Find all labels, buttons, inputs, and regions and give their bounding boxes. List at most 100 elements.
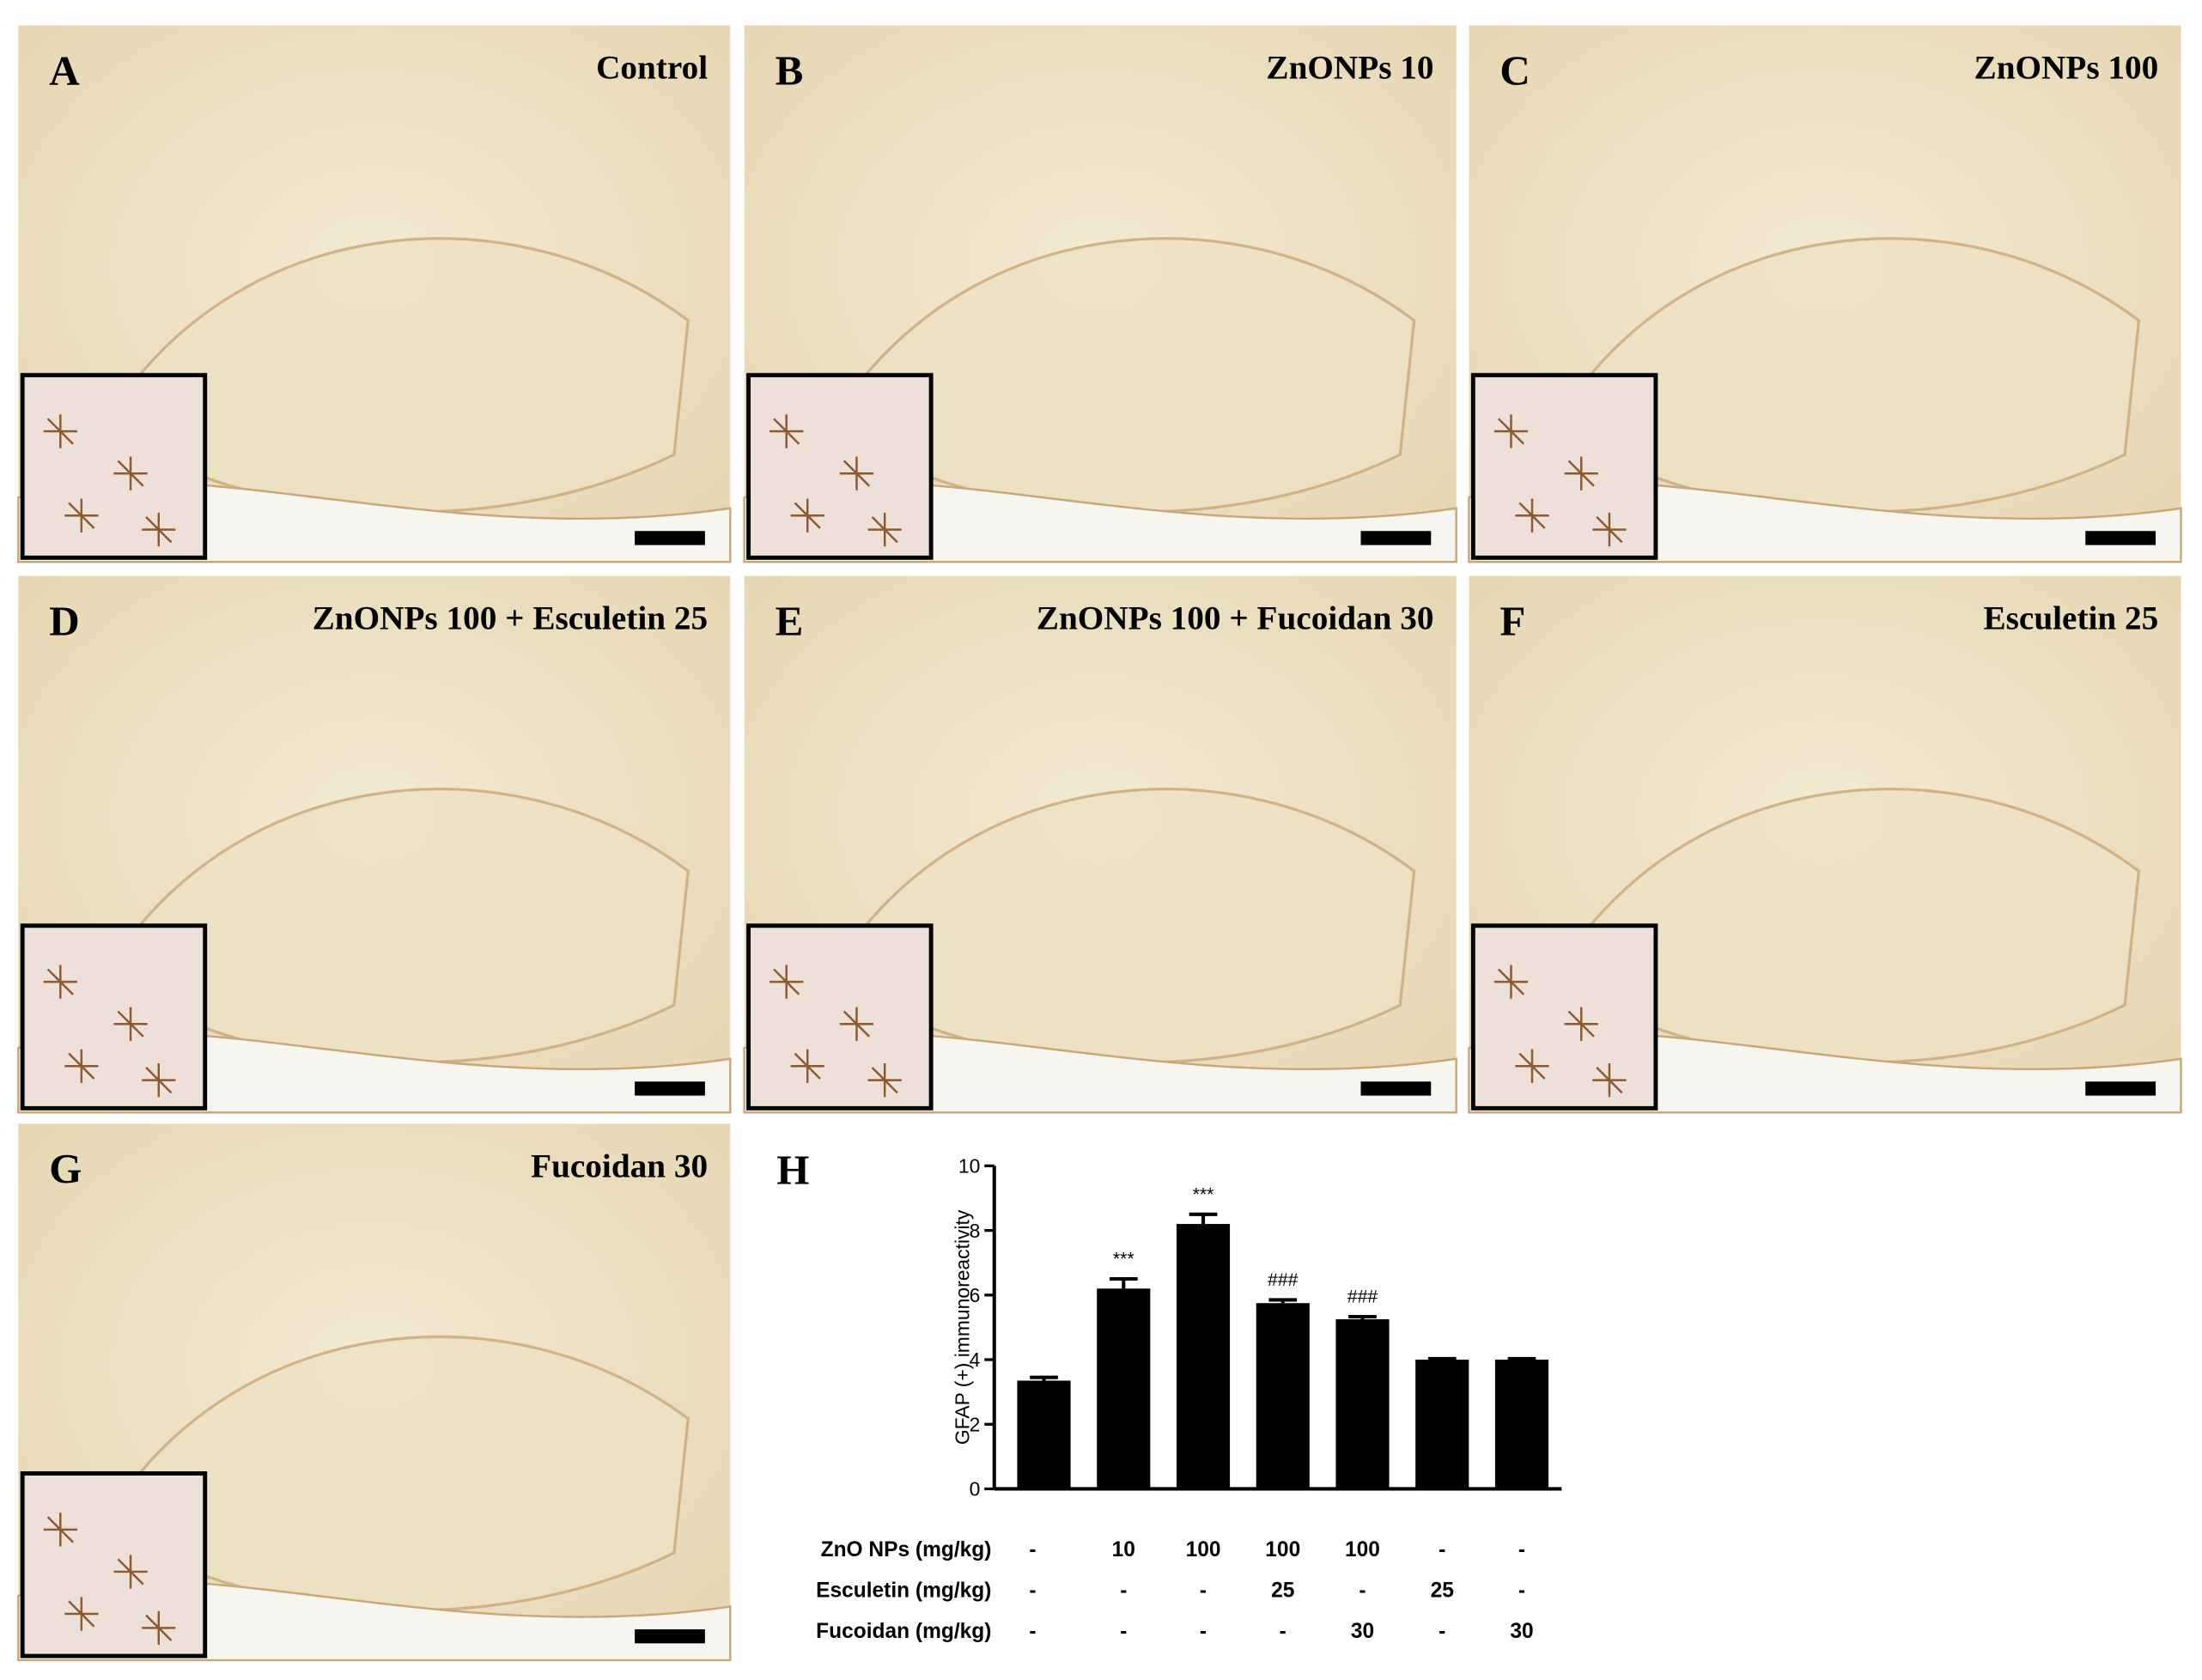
table-cell: 25: [1271, 1579, 1294, 1602]
panel-label: ZnONPs 100 + Esculetin 25: [313, 600, 709, 637]
panel-letter: F: [1499, 597, 1525, 644]
significance-mark: ###: [1347, 1287, 1378, 1307]
table-cell: -: [1029, 1620, 1036, 1643]
table-cell: -: [1359, 1579, 1366, 1602]
panel-label: Control: [596, 50, 708, 87]
table-cell: -: [1120, 1620, 1127, 1643]
table-cell: 30: [1351, 1620, 1374, 1643]
micrograph-panel: C ZnONPs 100: [1468, 25, 2182, 563]
astrocyte: [64, 1049, 99, 1083]
panel-letter: E: [776, 597, 804, 644]
panel-label: ZnONPs 10: [1266, 50, 1433, 87]
astrocyte: [867, 512, 902, 547]
astrocyte: [1592, 1062, 1627, 1098]
astrocyte: [790, 1049, 824, 1083]
significance-mark: ###: [1268, 1269, 1299, 1290]
bar: [1097, 1288, 1151, 1489]
y-tick-label: 6: [970, 1284, 981, 1306]
astrocyte: [839, 456, 874, 490]
table-cell: -: [1029, 1579, 1036, 1602]
inset: [20, 373, 208, 560]
inset: [1470, 923, 1658, 1111]
astrocyte: [1493, 414, 1529, 448]
table-cell: 100: [1186, 1538, 1221, 1561]
bar: [1335, 1319, 1390, 1489]
panel-label: ZnONPs 100: [1974, 50, 2159, 87]
bar: [1017, 1380, 1071, 1489]
astrocyte: [43, 1513, 77, 1547]
panel-label: ZnONPs 100 + Fucoidan 30: [1037, 600, 1434, 637]
astrocyte: [790, 498, 824, 533]
table-cell: -: [1518, 1579, 1525, 1602]
astrocyte: [113, 456, 148, 490]
bar: [1176, 1224, 1231, 1489]
table-cell: -: [1439, 1538, 1445, 1561]
scale-bar: [2085, 531, 2156, 545]
row-label: Fucoidan (mg/kg): [816, 1620, 991, 1643]
panel-letter: G: [49, 1145, 82, 1192]
scale-bar: [1360, 1081, 1432, 1096]
astrocyte: [113, 1555, 148, 1589]
astrocyte: [867, 1062, 902, 1098]
astrocyte: [1564, 456, 1598, 490]
astrocyte: [1592, 512, 1627, 547]
micrograph-panel: F Esculetin 25: [1468, 575, 2182, 1114]
scale-bar: [2085, 1081, 2156, 1096]
inset: [746, 923, 934, 1111]
scale-bar: [635, 1628, 705, 1644]
y-tick-label: 0: [970, 1478, 981, 1500]
significance-mark: ***: [1193, 1184, 1214, 1204]
micrograph-panel: B ZnONPs 10: [743, 25, 1457, 563]
table-cell: -: [1120, 1579, 1127, 1602]
y-tick-label: 8: [970, 1220, 981, 1242]
y-tick-label: 2: [970, 1413, 981, 1435]
micrograph-panel: E ZnONPs 100 + Fucoidan 30: [743, 575, 1457, 1114]
row-label: Esculetin (mg/kg): [816, 1579, 991, 1602]
inset: [20, 923, 208, 1111]
astrocyte: [43, 965, 77, 999]
table-cell: -: [1280, 1620, 1287, 1643]
micrograph-panel: G Fucoidan 30: [17, 1123, 732, 1662]
astrocyte: [1515, 498, 1549, 533]
astrocyte: [1515, 1049, 1549, 1083]
astrocyte: [113, 1007, 148, 1041]
table-cell: -: [1518, 1538, 1525, 1561]
table-cell: -: [1029, 1538, 1036, 1561]
astrocyte: [1493, 965, 1529, 999]
scale-bar: [635, 1081, 705, 1096]
astrocyte: [1564, 1007, 1598, 1041]
row-label: ZnO NPs (mg/kg): [821, 1538, 992, 1561]
micrograph-panel: D ZnONPs 100 + Esculetin 25: [17, 575, 732, 1114]
significance-mark: ***: [1113, 1249, 1134, 1269]
y-tick-label: 4: [970, 1348, 981, 1371]
inset: [20, 1471, 208, 1659]
panel-label: Fucoidan 30: [531, 1147, 708, 1184]
table-cell: 30: [1510, 1620, 1533, 1643]
astrocyte: [142, 1062, 176, 1098]
astrocyte: [142, 1610, 176, 1645]
table-cell: 25: [1431, 1579, 1454, 1602]
bar: [1494, 1360, 1549, 1489]
scale-bar: [1360, 531, 1432, 545]
table-cell: -: [1439, 1620, 1445, 1643]
scale-bar: [635, 531, 705, 545]
panel-letter: D: [49, 597, 79, 644]
y-tick-label: 10: [958, 1155, 980, 1178]
panel-letter: C: [1499, 46, 1530, 94]
panel-letter: B: [776, 46, 804, 94]
astrocyte: [64, 498, 99, 533]
table-cell: 100: [1265, 1538, 1300, 1561]
micrograph-panel: A Control: [17, 25, 732, 563]
panel-label: Esculetin 25: [1983, 600, 2158, 637]
astrocyte: [64, 1597, 99, 1631]
panel-letter: H: [776, 1147, 809, 1194]
astrocyte: [769, 414, 804, 448]
inset: [746, 373, 934, 560]
table-cell: -: [1200, 1620, 1207, 1643]
y-axis-label: GFAP (+) immunoreactivity: [951, 1209, 973, 1445]
panel-letter: A: [49, 46, 80, 94]
astrocyte: [142, 512, 176, 547]
bar: [1256, 1303, 1310, 1489]
inset: [1470, 373, 1658, 560]
